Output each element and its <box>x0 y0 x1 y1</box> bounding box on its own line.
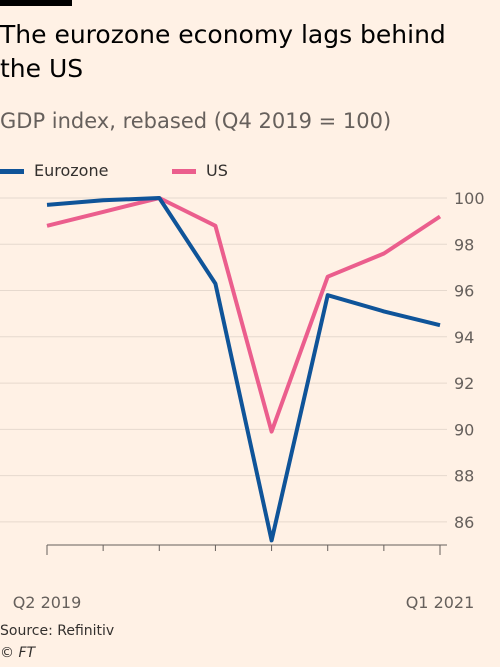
brand-bar <box>0 0 72 6</box>
chart-subtitle: GDP index, rebased (Q4 2019 = 100) <box>0 109 392 133</box>
y-tick-label: 94 <box>454 328 474 347</box>
y-tick-label: 92 <box>454 374 474 393</box>
legend-label-eurozone: Eurozone <box>34 161 109 180</box>
series-line-us <box>46 196 442 434</box>
source-note: Source: Refinitiv <box>0 623 115 639</box>
series-line-eurozone <box>46 196 441 543</box>
legend-swatch-eurozone <box>0 169 24 174</box>
line-chart: 86 88 90 92 94 96 98 100 Q2 2019 Q1 2021 <box>0 189 485 612</box>
y-tick-label: 100 <box>454 189 485 208</box>
y-tick-label: 86 <box>454 513 474 532</box>
y-tick-label: 90 <box>454 420 474 439</box>
legend-label-us: US <box>206 161 228 180</box>
legend-swatch-us <box>172 169 196 174</box>
x-tick-label: Q1 2021 <box>406 593 475 612</box>
y-tick-label: 88 <box>454 467 474 486</box>
copyright-note: © FT <box>0 645 36 661</box>
y-tick-label: 96 <box>454 282 474 301</box>
chart-title: The eurozone economy lags behind the US <box>0 20 446 83</box>
y-tick-label: 98 <box>454 235 474 254</box>
x-tick-label: Q2 2019 <box>13 593 82 612</box>
